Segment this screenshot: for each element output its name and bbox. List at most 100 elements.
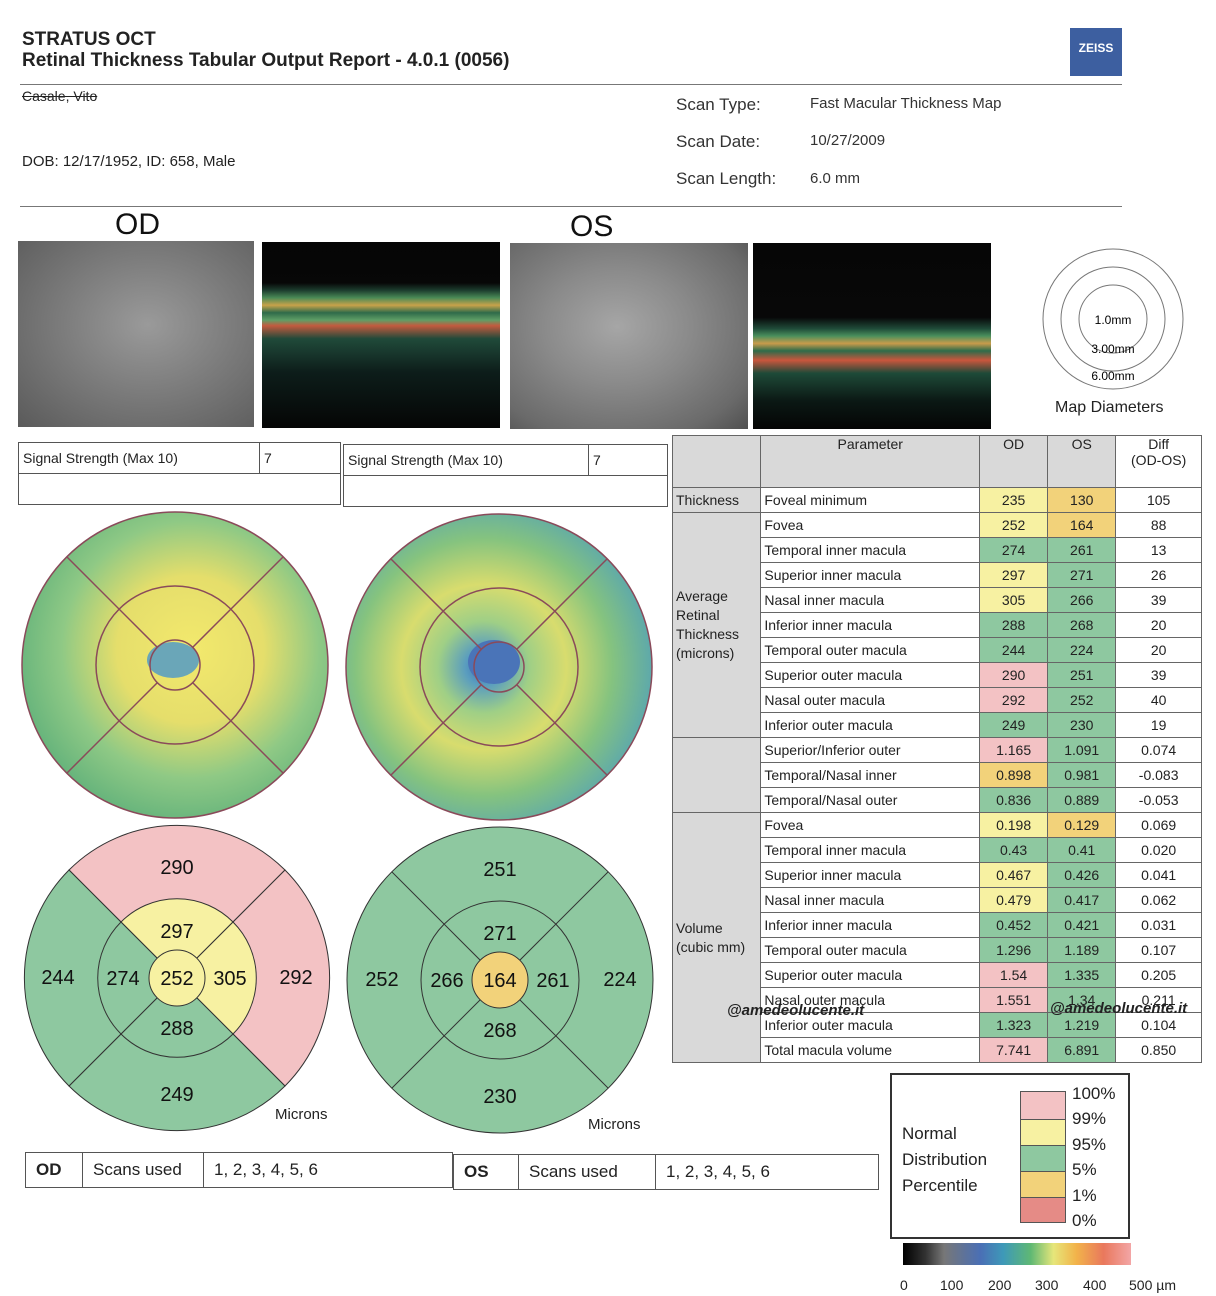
parameter-name: Superior inner macula [760,562,981,588]
od-value: 0.452 [979,912,1049,938]
os-value: 251 [1047,662,1117,688]
diff-value: 26 [1115,562,1202,588]
watermark-left: @amedeolucente.it [727,1002,865,1019]
scan-date-label: Scan Date: [676,132,761,151]
table-row: Superior outer macula 290 251 39 [673,662,1202,688]
os-value: 1.091 [1047,737,1117,763]
table-row: Superior inner macula 0.467 0.426 0.041 [673,862,1202,888]
diff-value: 39 [1115,587,1202,613]
os-scans-eye: OS [453,1154,519,1190]
table-row: Superior outer macula 1.54 1.335 0.205 [673,962,1202,988]
legend-percentiles: 100% 99% 95% 5% 1% 0% [1072,1084,1116,1231]
parameter-name: Superior outer macula [760,662,981,688]
parameter-name: Nasal inner macula [760,587,981,613]
diff-value: 0.020 [1115,837,1202,863]
scan-type-label: Scan Type: [676,95,761,114]
od-value: 288 [979,612,1049,638]
os-outer-inferior-value: 230 [483,1086,516,1108]
meta-divider [20,206,1122,207]
os-value: 0.417 [1047,887,1117,913]
table-row: Inferior outer macula 249 230 19 [673,712,1202,738]
od-value: 1.165 [979,737,1049,763]
os-value: 224 [1047,637,1117,663]
legend-swatch-green [1021,1145,1065,1171]
header-parameter: Parameter [760,435,981,488]
parameter-name: Temporal inner macula [760,837,981,863]
od-scans-used-table: OD Scans used 1, 2, 3, 4, 5, 6 [25,1152,453,1188]
os-value: 1.34 [1047,987,1117,1013]
os-outer-temporal-value: 252 [365,969,398,991]
os-inner-nasal-value: 261 [536,970,569,992]
scan-length-label: Scan Length: [676,169,777,188]
ring-6mm-label: 6.00mm [1091,369,1134,383]
parameter-name: Temporal outer macula [760,937,981,963]
parameters-table: Parameter OD OS Diff (OD-OS) Thickness Fo… [671,435,1202,1063]
scan-type-value: Fast Macular Thickness Map [810,95,1002,112]
header-divider [20,84,1122,85]
od-value: 244 [979,637,1049,663]
od-outer-nasal-value: 292 [279,967,312,989]
os-sector-map: 164 271 266 261 268 251 252 224 230 [346,826,654,1134]
parameter-name: Superior/Inferior outer [760,737,981,763]
legend-swatch-yellow [1021,1119,1065,1145]
parameter-name: Inferior inner macula [760,912,981,938]
parameter-name: Superior inner macula [760,862,981,888]
os-value: 230 [1047,712,1117,738]
od-value: 7.741 [979,1037,1049,1063]
diff-value: -0.053 [1115,787,1202,813]
group-label: Thickness [671,487,762,513]
table-row: Temporal outer macula 244 224 20 [673,637,1202,663]
header-od: OD [979,435,1049,488]
od-value: 1.296 [979,937,1049,963]
od-scans-label: Scans used [82,1152,204,1188]
table-row: Inferior inner macula 0.452 0.421 0.031 [673,912,1202,938]
od-inner-temporal-value: 274 [106,968,139,990]
diff-value: 0.107 [1115,937,1202,963]
os-value: 268 [1047,612,1117,638]
od-scans-eye: OD [25,1152,83,1188]
scan-length-value: 6.0 mm [810,170,861,187]
od-value: 0.43 [979,837,1049,863]
os-inner-inferior-value: 268 [483,1020,516,1042]
os-value: 0.426 [1047,862,1117,888]
table-row: Average Retinal Thickness (microns) Fovea… [671,512,1202,738]
os-scans-used-table: OS Scans used 1, 2, 3, 4, 5, 6 [453,1154,879,1190]
diff-value: 20 [1115,637,1202,663]
map-diameters-label: Map Diameters [1055,399,1164,416]
os-value: 0.129 [1047,812,1117,838]
os-value: 164 [1047,512,1117,538]
group-label: Volume (cubic mm) [671,812,762,1063]
diff-value: 20 [1115,612,1202,638]
table-row: Temporal/Nasal inner 0.898 0.981 -0.083 [673,762,1202,788]
diff-value: 0.850 [1115,1037,1202,1063]
diff-value: 0.069 [1115,812,1202,838]
parameter-name: Total macula volume [760,1037,981,1063]
os-value: 0.981 [1047,762,1117,788]
table-row: Temporal inner macula 274 261 13 [673,537,1202,563]
od-microns-label: Microns [275,1106,328,1123]
diff-value: 0.041 [1115,862,1202,888]
table-row: Nasal inner macula 305 266 39 [673,587,1202,613]
report-title: Retinal Thickness Tabular Output Report … [22,50,510,71]
od-title: OD [115,208,160,241]
od-value: 274 [979,537,1049,563]
od-signal-label: Signal Strength (Max 10) [18,442,260,474]
od-value: 1.54 [979,962,1049,988]
os-center-value: 164 [483,970,516,992]
table-row: Inferior outer macula 1.323 1.219 0.104 [673,1012,1202,1038]
scan-date-value: 10/27/2009 [810,132,886,149]
patient-name: Casale, Vito [22,88,98,104]
od-inner-superior-value: 297 [160,921,193,943]
parameter-name: Inferior outer macula [760,1012,981,1038]
os-value: 252 [1047,687,1117,713]
watermark-right: @amedeolucente.it [1050,1000,1188,1017]
os-value: 0.41 [1047,837,1117,863]
os-value: 130 [1047,487,1117,513]
od-scans-value: 1, 2, 3, 4, 5, 6 [203,1152,453,1188]
parameter-name: Superior outer macula [760,962,981,988]
od-value: 235 [979,487,1049,513]
od-value: 0.836 [979,787,1049,813]
os-inner-superior-value: 271 [483,923,516,945]
od-value: 0.467 [979,862,1049,888]
os-value: 0.421 [1047,912,1117,938]
